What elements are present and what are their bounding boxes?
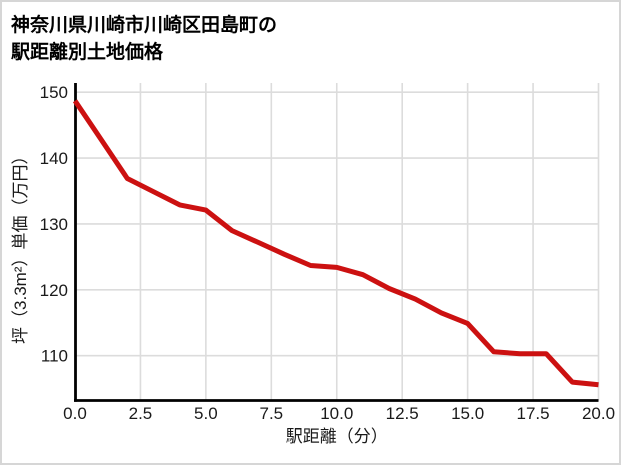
x-tick-label: 5.0 <box>194 404 218 423</box>
price-line <box>72 99 599 388</box>
chart-title-line-1: 神奈川県川崎市川崎区田島町の <box>11 15 278 36</box>
x-tick-label: 20.0 <box>582 404 615 423</box>
chart-title-line-2: 駅距離別土地価格 <box>11 42 164 63</box>
x-tick-label: 10.0 <box>320 404 353 423</box>
y-axis-title: 坪（3.3m²）単価（万円） <box>11 148 30 344</box>
chart-title: 神奈川県川崎市川崎区田島町の 駅距離別土地価格 <box>11 12 277 66</box>
y-tick-label: 120 <box>40 281 68 300</box>
y-tick-label: 150 <box>40 83 68 102</box>
x-tick-label: 2.5 <box>129 404 153 423</box>
y-tick-label: 140 <box>40 149 68 168</box>
y-tick-label: 130 <box>40 215 68 234</box>
x-tick-label: 0.0 <box>63 404 87 423</box>
y-tick-label: 110 <box>41 347 68 366</box>
x-tick-label: 15.0 <box>451 404 484 423</box>
x-tick-label: 17.5 <box>517 404 550 423</box>
x-axis-title: 駅距離（分） <box>286 427 388 446</box>
x-tick-label: 12.5 <box>386 404 419 423</box>
x-tick-label: 7.5 <box>259 404 283 423</box>
